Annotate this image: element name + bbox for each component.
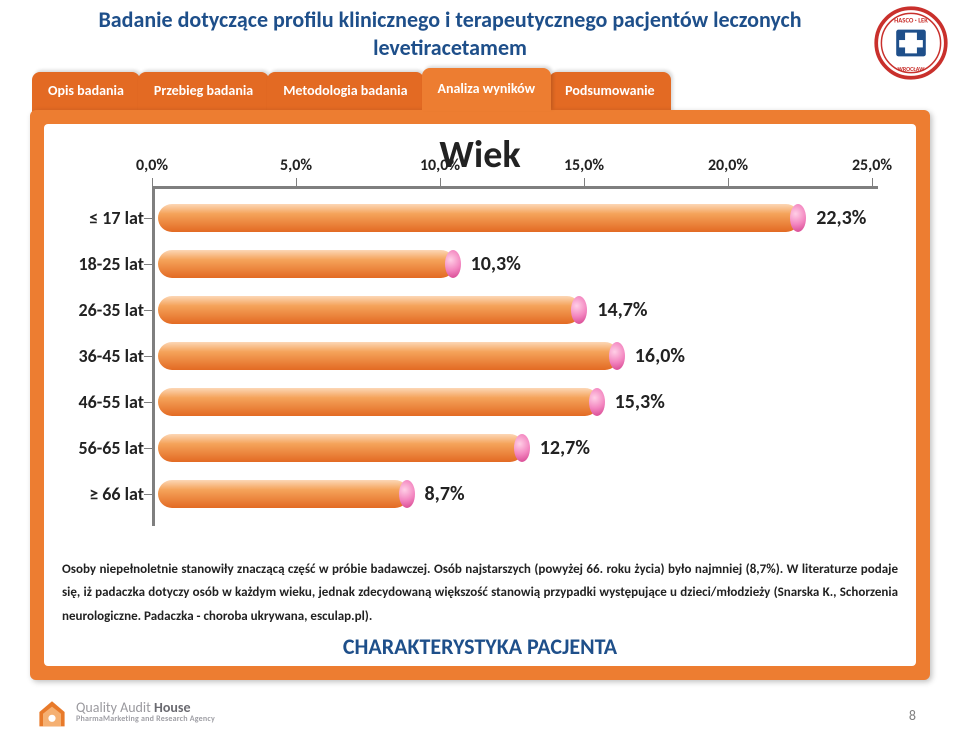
bar: 14,7% [158, 296, 581, 324]
content-inner: Wiek 0,0%5,0%10,0%15,0%20,0%25,0%≤ 17 la… [44, 124, 916, 666]
bar-cap [399, 480, 415, 508]
bar-fill [158, 250, 455, 278]
y-tick [144, 310, 152, 311]
bar-cap [445, 250, 461, 278]
bar: 15,3% [158, 388, 599, 416]
y-tick [144, 218, 152, 219]
footer-brand-line1: Quality Audit House [76, 701, 215, 715]
svg-text:HASCO · LEK: HASCO · LEK [894, 16, 928, 24]
tab-metodologia[interactable]: Metodologia badania [267, 72, 423, 115]
bar-value-label: 15,3% [615, 390, 665, 414]
axis-y [152, 186, 155, 526]
y-category-label: 46-55 lat [58, 391, 144, 413]
bar: 16,0% [158, 342, 619, 370]
bar-fill [158, 296, 581, 324]
x-tick [296, 178, 297, 186]
tab-przebieg[interactable]: Przebieg badania [138, 72, 269, 115]
bar: 8,7% [158, 480, 409, 508]
bar-cap [790, 204, 806, 232]
y-category-label: 18-25 lat [58, 253, 144, 275]
bar-value-label: 8,7% [425, 482, 465, 506]
y-tick [144, 402, 152, 403]
y-tick [144, 356, 152, 357]
tab-analiza[interactable]: Analiza wyników [422, 68, 552, 111]
axis-x [152, 186, 878, 189]
house-icon [34, 694, 70, 730]
x-tick [440, 178, 441, 186]
section-title: CHARAKTERYSTYKA PACJENTA [343, 633, 617, 660]
bar-fill [158, 204, 800, 232]
bar-cap [589, 388, 605, 416]
bar-fill [158, 388, 599, 416]
y-tick [144, 448, 152, 449]
footer-brand-line2: PharmaMarketing and Research Agency [76, 715, 215, 723]
age-chart: Wiek 0,0%5,0%10,0%15,0%20,0%25,0%≤ 17 la… [62, 132, 898, 562]
bar-value-label: 22,3% [816, 206, 866, 230]
x-tick [584, 178, 585, 186]
content-card: Wiek 0,0%5,0%10,0%15,0%20,0%25,0%≤ 17 la… [30, 110, 930, 680]
bar-cap [609, 342, 625, 370]
x-tick-label: 15,0% [564, 156, 604, 175]
x-tick-label: 10,0% [420, 156, 460, 175]
y-category-label: ≤ 17 lat [58, 207, 144, 229]
y-category-label: ≥ 66 lat [58, 483, 144, 505]
y-category-label: 36-45 lat [58, 345, 144, 367]
x-tick-label: 0,0% [136, 156, 168, 175]
tab-podsumowanie[interactable]: Podsumowanie [549, 72, 670, 115]
y-tick [144, 494, 152, 495]
x-tick-label: 20,0% [708, 156, 748, 175]
y-tick [144, 264, 152, 265]
footer-brand: Quality Audit House PharmaMarketing and … [34, 694, 215, 730]
page-title: Badanie dotyczące profilu klinicznego i … [40, 6, 860, 61]
bar-value-label: 14,7% [597, 298, 647, 322]
tab-opis[interactable]: Opis badania [32, 72, 140, 115]
bar-fill [158, 434, 524, 462]
x-tick [152, 178, 153, 186]
x-tick [872, 178, 873, 186]
y-category-label: 26-35 lat [58, 299, 144, 321]
bar-value-label: 16,0% [635, 344, 685, 368]
bar-value-label: 12,7% [540, 436, 590, 460]
bar: 22,3% [158, 204, 800, 232]
tab-bar: Opis badania Przebieg badania Metodologi… [32, 72, 669, 115]
bar-cap [514, 434, 530, 462]
svg-text:WROCŁAW: WROCŁAW [898, 65, 926, 73]
description-paragraph: Osoby niepełnoletnie stanowiły znaczącą … [62, 558, 898, 628]
bar-cap [571, 296, 587, 324]
x-tick-label: 5,0% [280, 156, 312, 175]
bar: 12,7% [158, 434, 524, 462]
bar-fill [158, 480, 409, 508]
y-category-label: 56-65 lat [58, 437, 144, 459]
hasco-logo: HASCO · LEK WROCŁAW [874, 6, 948, 80]
chart-plot: 0,0%5,0%10,0%15,0%20,0%25,0%≤ 17 lat22,3… [152, 186, 878, 526]
bar-value-label: 10,3% [471, 252, 521, 276]
x-tick [728, 178, 729, 186]
bar: 10,3% [158, 250, 455, 278]
x-tick-label: 25,0% [852, 156, 892, 175]
bar-fill [158, 342, 619, 370]
page-number: 8 [909, 707, 916, 724]
